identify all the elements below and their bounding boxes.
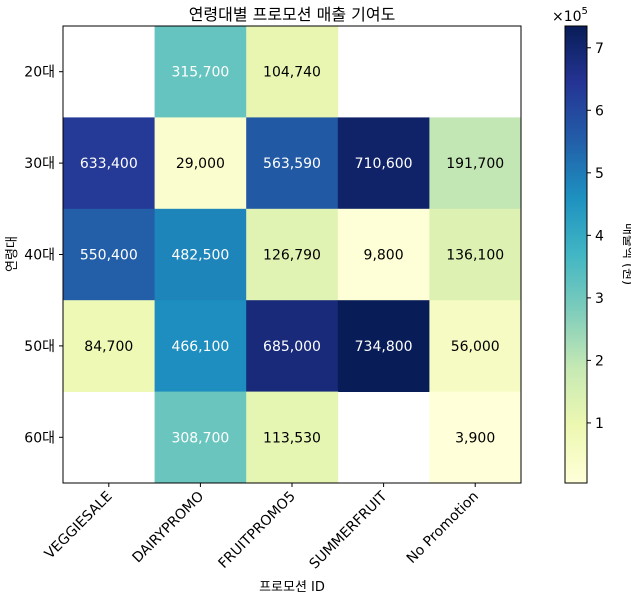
- heatmap-cell: [429, 300, 522, 392]
- heatmap-cell: [154, 300, 247, 392]
- chart-title: 연령대별 프로모션 매출 기여도: [189, 5, 396, 24]
- heatmap-cell: [429, 391, 522, 484]
- heatmap-cell-label: 56,000: [451, 339, 500, 355]
- heatmap-cell-label: 710,600: [355, 156, 413, 172]
- heatmap-cell: [246, 300, 339, 392]
- colorbar-tick-label: 7: [595, 41, 604, 57]
- y-tick-label: 40대: [24, 248, 55, 264]
- heatmap-cell: [337, 117, 430, 210]
- heatmap-cell-label: 550,400: [80, 248, 138, 264]
- heatmap-cell-label: 315,700: [171, 65, 229, 81]
- heatmap-cell-labels: 315,700 104,740 633,400 29,000 563,590 710,60…: [80, 65, 504, 447]
- heatmap-cell: [246, 391, 339, 484]
- heatmap-cell: [429, 208, 522, 301]
- heatmap-cell: [337, 208, 430, 301]
- colorbar-label: 매출액 (원): [620, 223, 631, 285]
- y-tick-label: 20대: [24, 65, 55, 81]
- heatmap-cell-label: 3,900: [455, 430, 495, 446]
- heatmap-cells: [63, 26, 522, 484]
- colorbar-tick-label: 4: [595, 228, 604, 244]
- heatmap-cell-label: 482,500: [171, 248, 229, 264]
- y-axis-label: 연령대: [5, 236, 20, 272]
- colorbar-ticks: 1 2 3 4 5 6 7: [587, 41, 604, 432]
- heatmap-cell-label: 734,800: [355, 339, 413, 355]
- heatmap-cell-label: 563,590: [263, 156, 321, 172]
- y-tick-label: 30대: [24, 156, 55, 172]
- colorbar-tick-label: 3: [595, 291, 604, 307]
- x-axis-ticks: VEGGIESALE DAIRYPROMO FRUITPROMO5 SUMMERFRU…: [42, 483, 482, 572]
- colorbar-tick-label: 1: [595, 416, 604, 432]
- heatmap-cell-label: 191,700: [446, 156, 504, 172]
- colorbar-multiplier-base: ×10: [552, 9, 582, 25]
- heatmap-cell-label: 308,700: [171, 430, 229, 446]
- heatmap-cell: [246, 208, 339, 301]
- heatmap-cell-label: 136,100: [446, 248, 504, 264]
- heatmap-cell-label: 9,800: [364, 248, 404, 264]
- heatmap-cell: [337, 300, 430, 392]
- heatmap-cell-label: 104,740: [263, 65, 321, 81]
- heatmap-cell-label: 29,000: [176, 156, 225, 172]
- y-axis-ticks: 20대 30대 40대 50대 60대: [24, 65, 63, 446]
- colorbar-tick-label: 5: [595, 166, 604, 182]
- heatmap-cell: [154, 208, 247, 301]
- heatmap-cell-label: 113,530: [263, 430, 321, 446]
- x-tick-label: VEGGIESALE: [42, 489, 116, 563]
- colorbar-multiplier: ×105: [552, 6, 588, 25]
- y-tick-label: 60대: [24, 430, 55, 446]
- colorbar-multiplier-exponent: 5: [582, 6, 588, 17]
- heatmap-cell: [63, 117, 155, 210]
- x-tick-label: No Promotion: [404, 489, 482, 567]
- heatmap-cell: [246, 26, 339, 118]
- x-axis-label: 프로모션 ID: [259, 580, 325, 595]
- heatmap-cell-label: 84,700: [84, 339, 133, 355]
- colorbar: [564, 25, 588, 484]
- colorbar-tick-label: 6: [595, 103, 604, 119]
- heatmap-cell: [154, 391, 247, 484]
- heatmap-cell: [154, 117, 247, 210]
- heatmap-cell-label: 466,100: [171, 339, 229, 355]
- colorbar-tick-label: 2: [595, 353, 604, 369]
- heatmap-cell: [63, 208, 155, 301]
- x-tick-label: DAIRYPROMO: [130, 489, 208, 567]
- heatmap-cell-label: 633,400: [80, 156, 138, 172]
- heatmap-cell: [63, 300, 155, 392]
- y-tick-label: 50대: [24, 339, 55, 355]
- x-tick-label: FRUITPROMO5: [215, 489, 298, 572]
- x-tick-label: SUMMERFRUIT: [307, 488, 391, 572]
- heatmap-cell-label: 126,790: [263, 248, 321, 264]
- heatmap-cell: [429, 117, 522, 210]
- heatmap-cell: [246, 117, 339, 210]
- heatmap-cell: [154, 26, 247, 118]
- heatmap-cell-label: 685,000: [263, 339, 321, 355]
